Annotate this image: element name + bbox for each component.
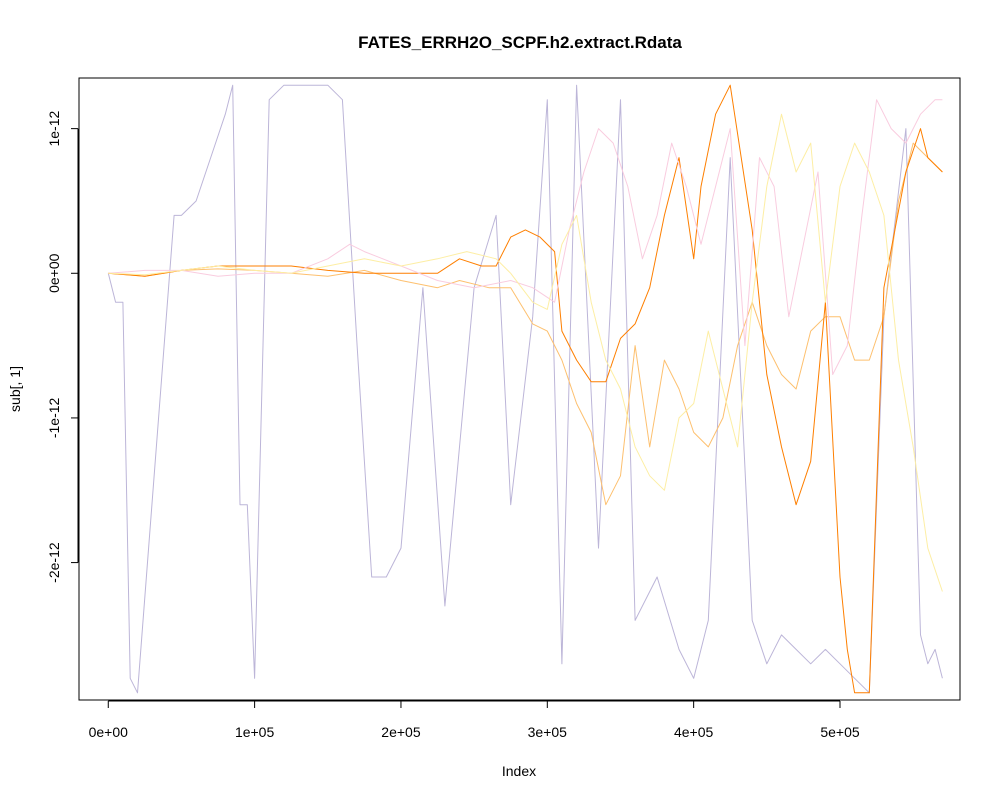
plot-area xyxy=(78,77,961,701)
y-tick-label: 0e+00 xyxy=(46,253,62,293)
y-tick-label: -1e-12 xyxy=(46,397,62,438)
plot-box xyxy=(78,77,961,701)
x-axis: 0e+00 1e+05 2e+05 3e+05 4e+05 5e+05 xyxy=(89,700,860,740)
x-tick-label: 0e+00 xyxy=(89,724,129,740)
series-group xyxy=(107,84,943,694)
chart-title: FATES_ERRH2O_SCPF.h2.extract.Rdata xyxy=(358,33,682,52)
x-tick-label: 3e+05 xyxy=(528,724,568,740)
x-tick-label: 5e+05 xyxy=(820,724,860,740)
series-line-1 xyxy=(107,84,943,694)
series-line-5 xyxy=(108,113,943,592)
y-axis: 1e-12 0e+00 -1e-12 -2e-12 xyxy=(46,111,79,583)
y-tick-label: -2e-12 xyxy=(46,542,62,583)
x-tick-label: 4e+05 xyxy=(674,724,714,740)
x-axis-label: Index xyxy=(502,763,536,779)
x-tick-label: 2e+05 xyxy=(381,724,421,740)
series-line-4 xyxy=(108,99,943,375)
series-line-2 xyxy=(108,142,943,506)
x-tick-label: 1e+05 xyxy=(235,724,275,740)
y-axis-label: sub[, 1] xyxy=(7,366,23,412)
series-line-3 xyxy=(108,84,943,694)
y-tick-label: 1e-12 xyxy=(46,111,62,147)
